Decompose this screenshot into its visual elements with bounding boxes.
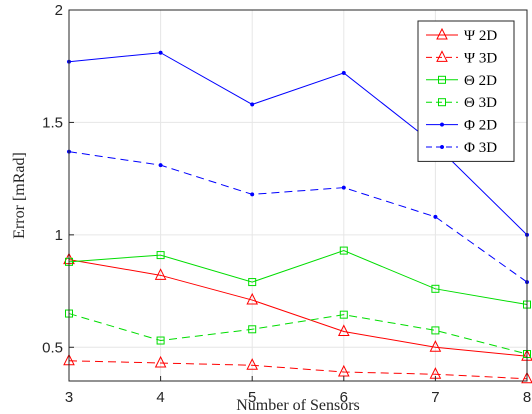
series-line [68,250,528,306]
series-5 [66,149,530,285]
legend-marker [436,50,448,62]
legend: Ψ 2D Ψ 3D Θ 2D Θ 3D Φ 2D Φ 3D [417,20,515,162]
y-tick-label: 1.5 [42,114,63,131]
data-point [248,278,257,287]
data-point [339,310,348,319]
data-point [246,292,259,305]
legend-box [417,20,515,162]
data-point [250,102,255,107]
data-point [246,358,259,370]
x-tick-label: 6 [340,389,348,406]
legend-marker [438,98,446,107]
series-line [68,360,528,380]
x-tick-label: 8 [523,389,531,406]
x-tick-label: 5 [248,389,256,406]
legend-label: Θ 2D [464,73,497,89]
ticks: 3 4 5 6 7 8 0.5 1 1.5 2 [42,2,531,406]
legend-marker [436,27,448,40]
x-tick-label: 3 [65,389,73,406]
data-point [154,268,167,280]
legend-marker [438,75,446,84]
y-tick-label: 1 [55,227,63,244]
data-point [156,336,165,345]
data-point [429,340,442,352]
data-point [521,371,532,384]
data-point [154,355,167,368]
legend-label: Θ 3D [464,95,497,111]
data-point [158,50,163,55]
y-tick-label: 0.5 [42,339,63,356]
x-tick-label: 7 [431,389,439,406]
data-point [431,284,440,293]
y-tick-label: 2 [55,2,63,19]
legend-marker [439,122,445,127]
series-line [68,259,528,357]
series-line [68,151,528,283]
series-line [68,313,528,355]
legend-label: Ψ 3D [464,50,497,66]
data-point [250,192,255,197]
data-point [158,163,163,168]
data-point [433,214,438,219]
x-axis-label: Number of Sensors [236,397,360,414]
x-tick-label: 4 [156,389,164,406]
y-axis-label: Error [mRad] [11,152,28,239]
legend-marker [439,144,445,150]
legend-label: Φ 2D [464,118,497,134]
legend-label: Ψ 2D [464,28,497,44]
series-2 [65,246,531,309]
data-point [339,246,348,255]
legend-label: Φ 3D [464,140,497,156]
data-point [156,251,165,260]
data-point [341,70,346,76]
data-point [341,185,346,190]
data-point [337,324,350,337]
data-point [431,326,440,335]
plot-frame [68,9,528,382]
series-3 [65,309,531,359]
data-point [248,325,257,334]
